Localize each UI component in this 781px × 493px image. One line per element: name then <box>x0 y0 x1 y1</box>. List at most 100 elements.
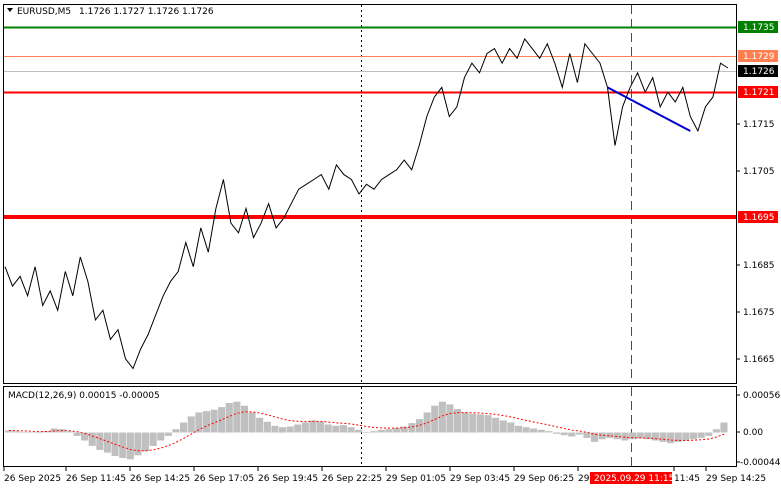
macd-bar <box>454 409 462 433</box>
macd-bar <box>682 432 690 441</box>
svg-text:1.1726: 1.1726 <box>743 67 775 77</box>
price-tick-label: 1.1675 <box>743 308 775 318</box>
macd-bar <box>446 404 454 433</box>
macd-bar <box>492 417 500 433</box>
macd-bar <box>225 403 233 433</box>
macd-bar <box>279 427 287 433</box>
level-label-support: 1.1695 <box>738 211 778 223</box>
macd-bar <box>507 422 515 433</box>
macd-bar <box>65 431 73 433</box>
macd-bar <box>240 405 248 433</box>
macd-bar <box>377 429 385 433</box>
macd-bar <box>347 427 355 433</box>
macd-bar <box>96 432 104 450</box>
macd-bar <box>514 425 522 433</box>
macd-bar <box>591 432 599 442</box>
time-label: 29 Sep 01:05 <box>386 474 446 484</box>
macd-bar <box>202 411 210 433</box>
macd-bar <box>553 432 561 434</box>
macd-bar <box>317 421 325 433</box>
macd-bar <box>400 426 408 433</box>
level-label-resistance: 1.1735 <box>738 21 778 33</box>
svg-text:2025.09.29 11:15: 2025.09.29 11:15 <box>594 474 674 484</box>
macd-bar <box>119 432 127 458</box>
macd-bar <box>362 431 370 433</box>
time-label: 26 Sep 14:25 <box>130 474 190 484</box>
macd-bar <box>651 432 659 441</box>
price-tick-label: 1.1705 <box>743 167 775 177</box>
macd-bar <box>218 407 226 433</box>
macd-bar <box>332 425 340 433</box>
macd-bar <box>126 432 134 460</box>
macd-bar <box>568 432 576 437</box>
macd-bar <box>469 413 477 433</box>
macd-bar <box>103 432 111 453</box>
macd-signal-line <box>8 411 725 452</box>
macd-bar <box>20 431 28 433</box>
macd-title: MACD(12,26,9) 0.00015 -0.00005 <box>8 391 160 401</box>
macd-tick-label: -0.00044 <box>740 458 781 468</box>
macd-bar <box>613 432 621 440</box>
macd-bar <box>271 425 279 433</box>
macd-bar <box>27 432 35 433</box>
macd-bar <box>149 432 157 446</box>
level-label-upper: 1.1729 <box>738 50 778 62</box>
macd-bar <box>461 412 469 433</box>
macd-bar <box>248 412 256 433</box>
macd-bar <box>408 423 416 433</box>
time-label: 26 Sep 19:45 <box>258 474 318 484</box>
macd-bar <box>629 432 637 440</box>
macd-bar <box>294 424 302 433</box>
macd-bar <box>134 432 142 456</box>
time-label: 26 Sep 2025 <box>4 474 61 484</box>
time-axis[interactable]: 26 Sep 2025 26 Sep 11:45 26 Sep 14:25 26… <box>3 467 766 484</box>
price-tick-label: 1.1665 <box>743 355 775 365</box>
macd-bar <box>476 414 484 433</box>
symbol-timeframe: EURUSD,M5 <box>17 7 71 17</box>
macd-bar <box>537 429 545 433</box>
macd-bar <box>256 417 264 433</box>
macd-bar <box>286 426 294 433</box>
svg-text:1.1735: 1.1735 <box>743 23 775 33</box>
macd-bar <box>233 401 241 433</box>
trendline[interactable] <box>607 86 691 132</box>
macd-bar <box>12 431 20 433</box>
time-label: 29 Sep 03:45 <box>450 474 510 484</box>
macd-bar <box>499 420 507 433</box>
macd-bar <box>438 401 446 433</box>
svg-text:1.1721: 1.1721 <box>743 88 775 98</box>
macd-bar <box>636 432 644 439</box>
time-label: 11:45 <box>674 474 700 484</box>
macd-bar <box>560 432 568 436</box>
macd-axis[interactable]: 0.00056 0.00 -0.00044 <box>736 391 781 468</box>
macd-bar <box>583 432 591 438</box>
macd-bar <box>73 432 81 436</box>
macd-bar <box>172 429 180 433</box>
macd-bar <box>195 412 203 433</box>
time-label: 26 Sep 17:05 <box>194 474 254 484</box>
macd-bar <box>575 432 583 435</box>
time-label: 26 Sep 22:25 <box>322 474 382 484</box>
price-axis[interactable]: 1.1715 1.1705 1.1685 1.1675 1.1665 <box>736 120 775 365</box>
time-highlight-label: 2025.09.29 11:15 <box>590 472 674 484</box>
macd-bar <box>689 432 697 440</box>
macd-bar <box>164 432 172 436</box>
macd-bar <box>606 432 614 438</box>
macd-bar <box>720 422 728 433</box>
macd-bar <box>324 424 332 433</box>
macd-bar <box>309 420 317 433</box>
macd-bar <box>157 432 165 441</box>
time-label: 29 Sep 14:25 <box>706 474 766 484</box>
macd-bar <box>644 432 652 440</box>
macd-bar <box>545 431 553 433</box>
macd-bar <box>659 432 667 442</box>
macd-bar <box>370 431 378 433</box>
collapse-triangle-icon[interactable] <box>7 8 13 12</box>
macd-bar <box>88 432 96 446</box>
macd-tick-label: 0.00 <box>743 428 763 438</box>
macd-bar <box>355 429 363 433</box>
macd-bar <box>712 429 720 433</box>
macd-bar <box>210 409 218 433</box>
price-chart-frame[interactable] <box>3 4 737 384</box>
